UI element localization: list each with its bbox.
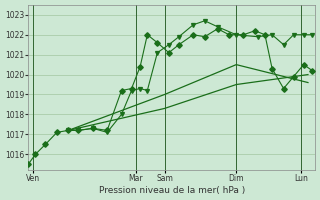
X-axis label: Pression niveau de la mer( hPa ): Pression niveau de la mer( hPa ) [99, 186, 245, 195]
